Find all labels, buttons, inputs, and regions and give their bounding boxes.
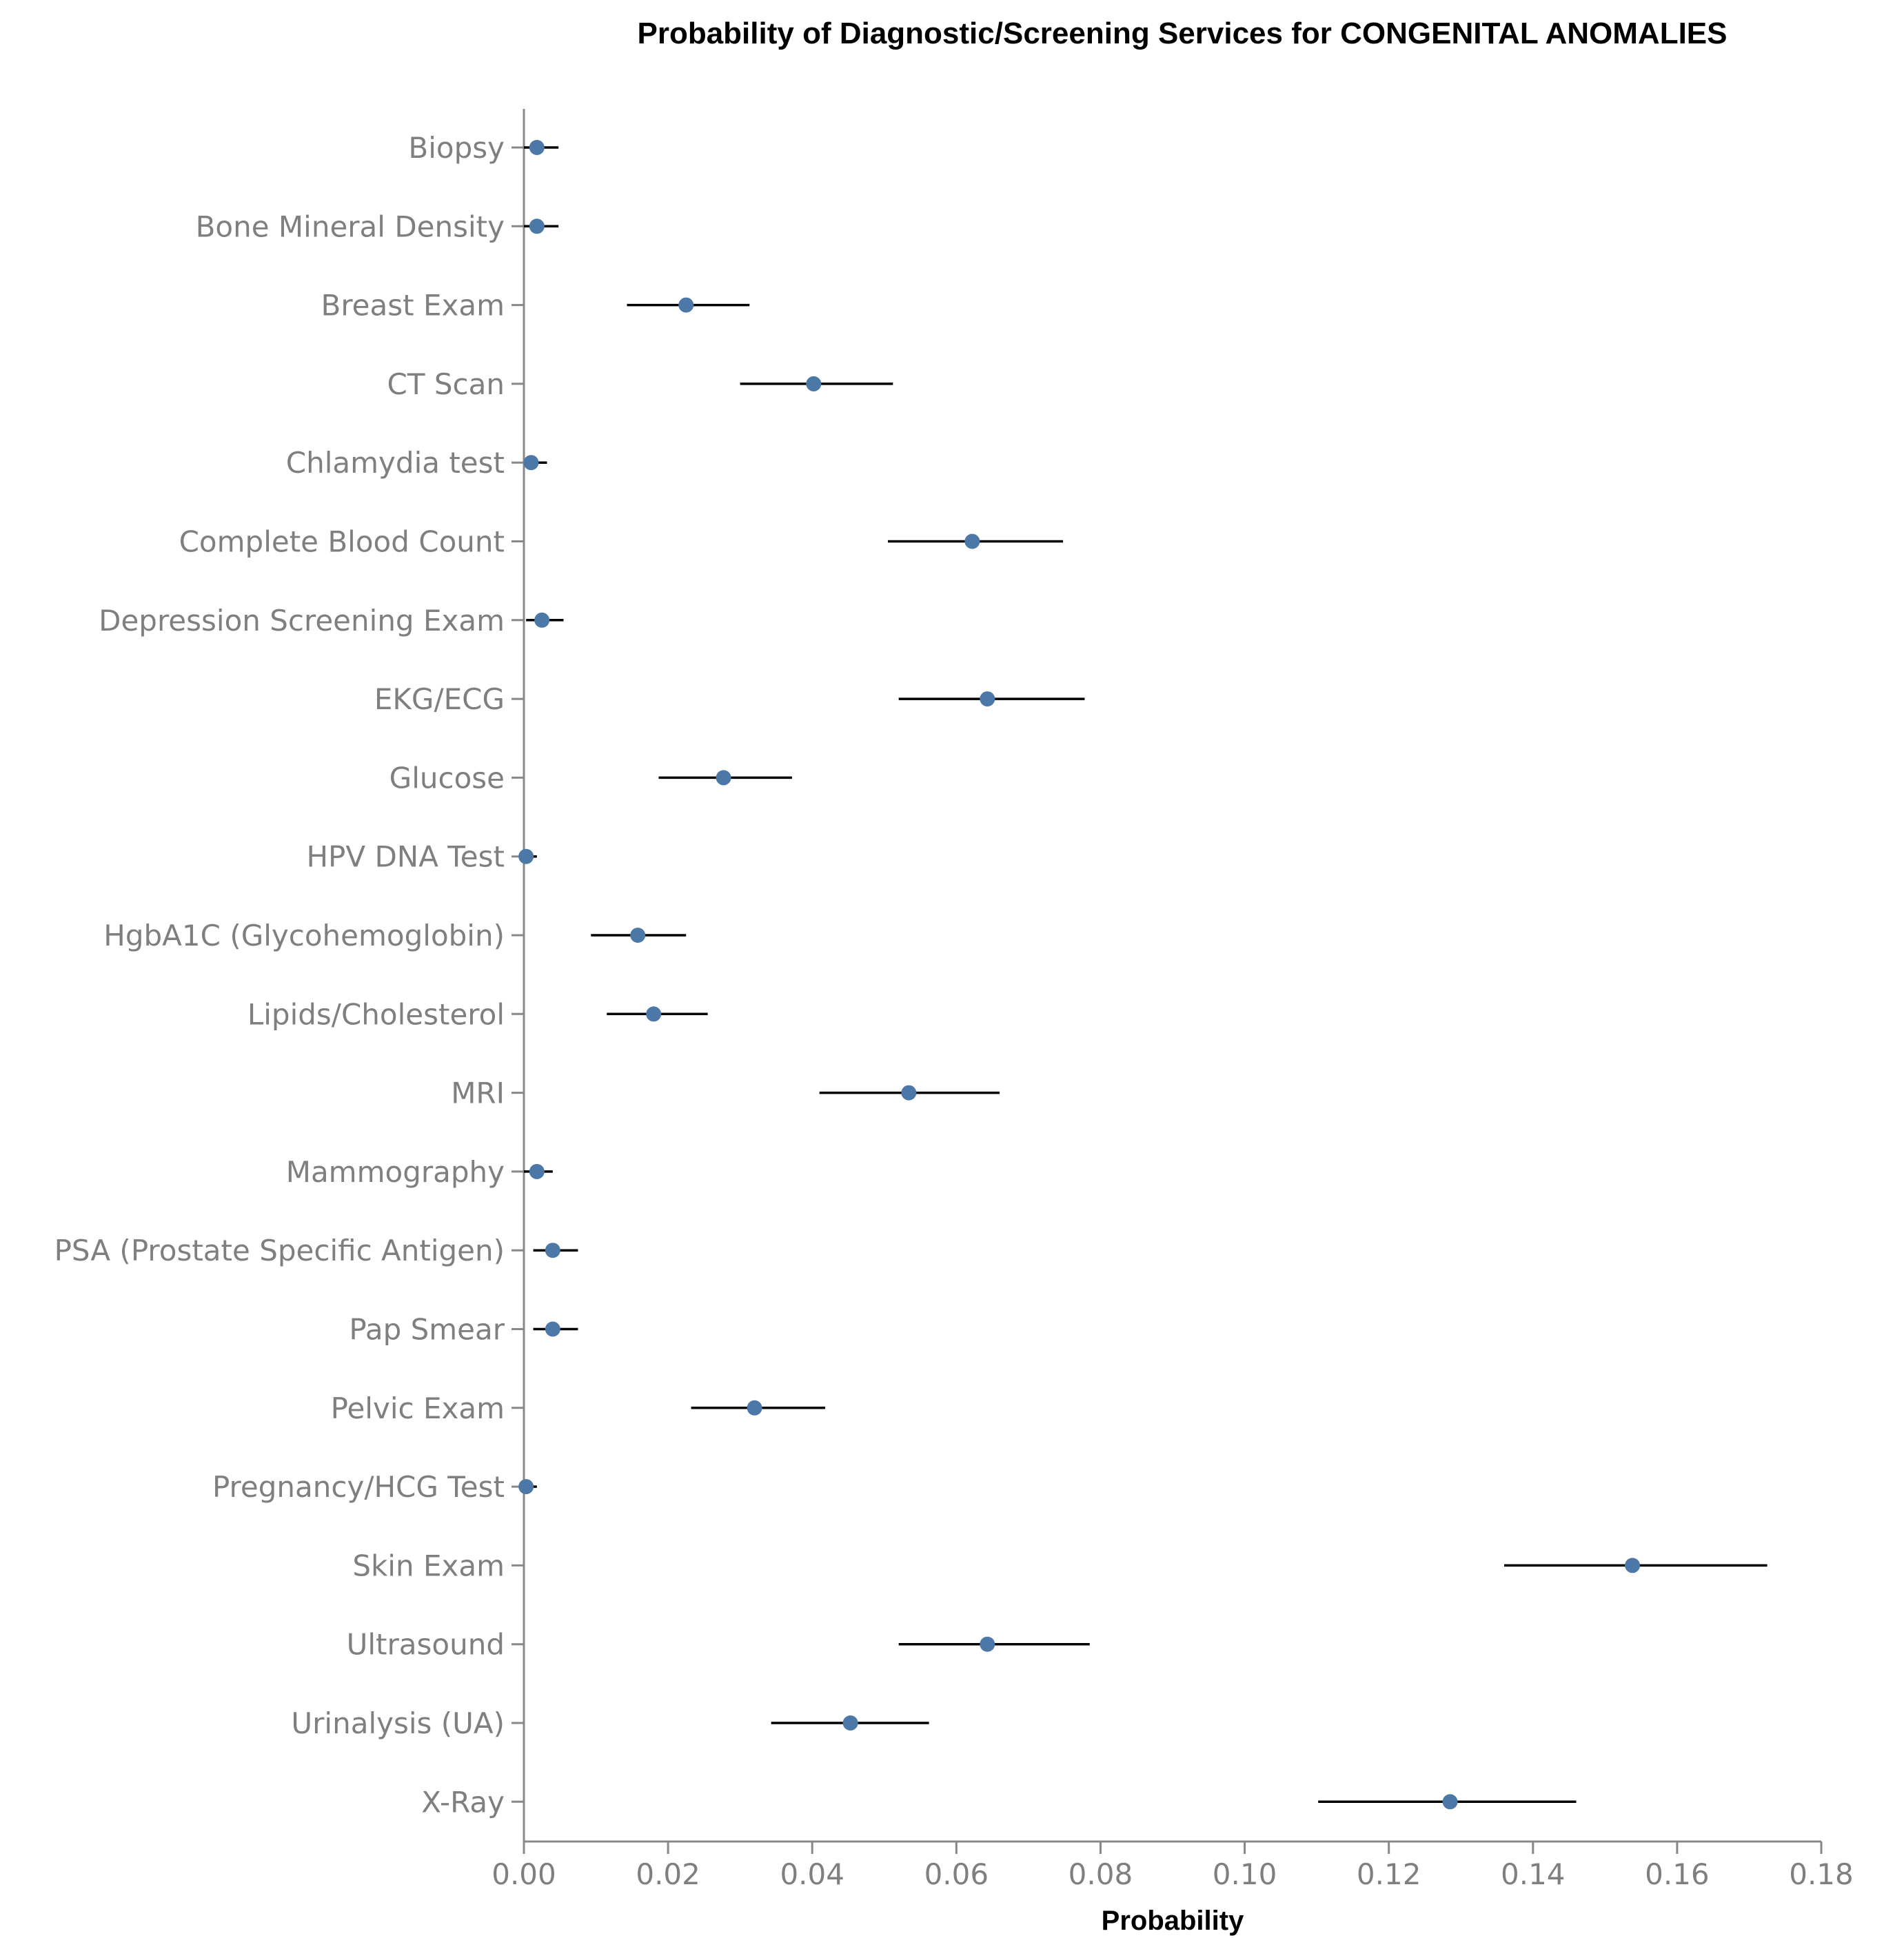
- category-label: Skin Exam: [352, 1549, 505, 1582]
- data-point: [980, 691, 995, 707]
- category-label: Ultrasound: [347, 1628, 505, 1662]
- category-label: EKG/ECG: [374, 682, 505, 716]
- data-point: [630, 928, 646, 943]
- data-point: [523, 455, 539, 471]
- category-label: Pelvic Exam: [331, 1391, 505, 1425]
- x-tick-label: 0.02: [636, 1857, 700, 1891]
- data-point: [529, 140, 545, 155]
- category-label: Chlamydia test: [286, 446, 505, 480]
- x-tick-label: 0.00: [492, 1857, 556, 1891]
- chart-title: Probability of Diagnostic/Screening Serv…: [637, 17, 1727, 50]
- data-point: [534, 612, 550, 628]
- category-label: X-Ray: [421, 1785, 505, 1819]
- category-label: Pregnancy/HCG Test: [212, 1470, 505, 1504]
- data-point: [545, 1243, 560, 1258]
- data-point: [842, 1715, 858, 1731]
- category-label: Lipids/Cholesterol: [247, 997, 505, 1031]
- category-label: CT Scan: [387, 367, 505, 401]
- data-point: [646, 1006, 662, 1022]
- x-tick-label: 0.10: [1213, 1857, 1277, 1891]
- data-point: [529, 218, 545, 234]
- category-label: HPV DNA Test: [306, 840, 505, 874]
- category-label: Complete Blood Count: [179, 525, 505, 559]
- category-label: Bone Mineral Density: [196, 210, 505, 243]
- data-point: [964, 533, 980, 549]
- data-point: [518, 1479, 534, 1495]
- category-label: MRI: [451, 1077, 505, 1110]
- x-tick-label: 0.08: [1069, 1857, 1133, 1891]
- x-tick-label: 0.04: [780, 1857, 844, 1891]
- plot-area: 0.00 0.02 0.04 0.06 0.08 0.10 0.12 0.14 0.16 0.18…: [54, 109, 1854, 1891]
- category-label: Glucose: [389, 761, 505, 795]
- category-label: Breast Exam: [321, 289, 505, 323]
- data-point: [716, 770, 731, 786]
- x-tick-label: 0.06: [924, 1857, 989, 1891]
- x-axis-title: Probability: [1102, 1906, 1244, 1936]
- data-point: [518, 848, 534, 864]
- data-point: [747, 1400, 762, 1416]
- category-label: Pap Smear: [349, 1313, 505, 1347]
- category-label: Urinalysis (UA): [291, 1706, 505, 1740]
- data-point: [980, 1636, 995, 1652]
- data-point: [529, 1163, 545, 1179]
- data-point: [545, 1321, 560, 1337]
- category-label: Depression Screening Exam: [99, 604, 505, 638]
- x-tick-label: 0.14: [1501, 1857, 1566, 1891]
- data-point: [901, 1085, 917, 1101]
- category-label: HgbA1C (Glycohemoglobin): [103, 919, 505, 952]
- data-point: [806, 376, 822, 391]
- category-label: Biopsy: [408, 131, 505, 165]
- x-tick-label: 0.16: [1645, 1857, 1710, 1891]
- category-label: Mammography: [286, 1155, 505, 1189]
- data-point: [1625, 1558, 1641, 1573]
- x-tick-label: 0.18: [1789, 1857, 1854, 1891]
- data-point: [1442, 1794, 1458, 1810]
- category-label: PSA (Prostate Specific Antigen): [54, 1234, 505, 1267]
- data-point: [678, 297, 694, 313]
- x-tick-label: 0.12: [1357, 1857, 1421, 1891]
